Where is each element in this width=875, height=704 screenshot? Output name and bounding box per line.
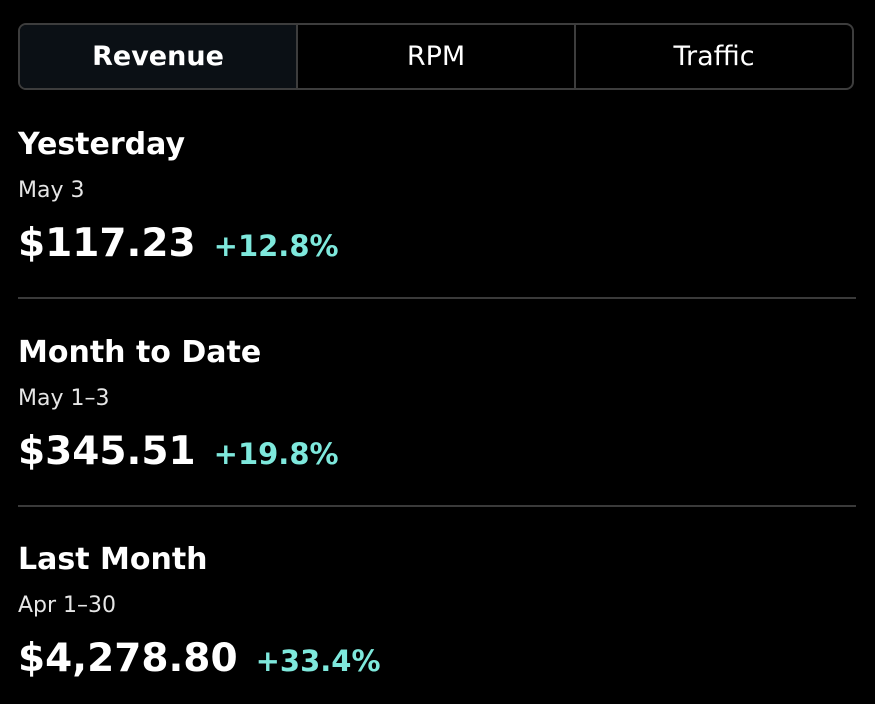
tab-rpm[interactable]: RPM xyxy=(296,25,574,88)
section-date: Apr 1–30 xyxy=(18,593,117,618)
tab-traffic[interactable]: Traffic xyxy=(574,25,852,88)
value-row: $4,278.80 +33.4% xyxy=(18,639,381,678)
section-title: Last Month xyxy=(18,542,208,577)
revenue-amount: $4,278.80 xyxy=(18,636,238,681)
revenue-amount: $117.23 xyxy=(18,221,196,266)
section-date: May 1–3 xyxy=(18,386,110,411)
revenue-amount: $345.51 xyxy=(18,429,196,474)
stat-card-yesterday: Yesterday May 3 $117.23 +12.8% xyxy=(18,128,856,278)
section-title: Yesterday xyxy=(18,127,186,162)
change-percentage: +33.4% xyxy=(255,644,381,678)
section-divider xyxy=(18,297,856,299)
section-divider xyxy=(18,505,856,507)
stat-card-last-month: Last Month Apr 1–30 $4,278.80 +33.4% xyxy=(18,543,856,693)
stat-card-month-to-date: Month to Date May 1–3 $345.51 +19.8% xyxy=(18,336,856,486)
value-row: $117.23 +12.8% xyxy=(18,224,339,263)
tab-revenue[interactable]: Revenue xyxy=(20,25,296,88)
value-row: $345.51 +19.8% xyxy=(18,432,339,471)
metric-tab-bar: Revenue RPM Traffic xyxy=(18,23,854,90)
change-percentage: +12.8% xyxy=(213,229,339,263)
change-percentage: +19.8% xyxy=(213,437,339,471)
section-title: Month to Date xyxy=(18,335,262,370)
section-date: May 3 xyxy=(18,178,85,203)
